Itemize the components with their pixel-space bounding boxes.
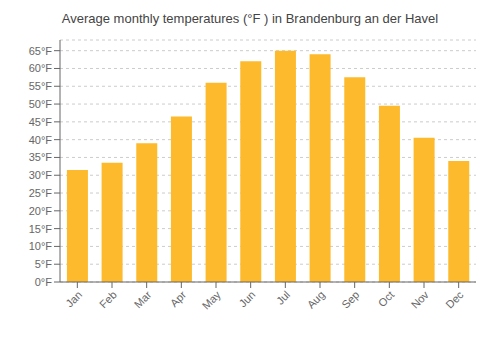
svg-text:60°F: 60°F: [29, 62, 53, 74]
svg-text:May: May: [200, 288, 224, 312]
html-text:Average monthly temperatures (: Average monthly temperatures (°F ) in Br…: [61, 11, 439, 26]
svg-text:Oct: Oct: [376, 288, 397, 309]
svg-text:Dec: Dec: [443, 288, 466, 311]
svg-text:5°F: 5°F: [35, 258, 53, 270]
svg-text:40°F: 40°F: [29, 134, 53, 146]
svg-text:25°F: 25°F: [29, 187, 53, 199]
svg-text:Jun: Jun: [237, 288, 258, 309]
svg-text:35°F: 35°F: [29, 151, 53, 163]
svg-text:15°F: 15°F: [29, 223, 53, 235]
svg-text:55°F: 55°F: [29, 80, 53, 92]
svg-text:20°F: 20°F: [29, 205, 53, 217]
svg-text:30°F: 30°F: [29, 169, 53, 181]
svg-text:10°F: 10°F: [29, 240, 53, 252]
svg-text:Aug: Aug: [305, 288, 327, 310]
svg-text:45°F: 45°F: [29, 116, 53, 128]
svg-text:Nov: Nov: [409, 288, 432, 311]
svg-text:0°F: 0°F: [35, 276, 53, 288]
svg-text:Sep: Sep: [339, 288, 361, 310]
svg-text:Jan: Jan: [63, 288, 84, 309]
svg-text:65°F: 65°F: [29, 45, 53, 57]
svg-text:Apr: Apr: [168, 288, 189, 309]
svg-text:50°F: 50°F: [29, 98, 53, 110]
svg-text:Jul: Jul: [274, 288, 292, 306]
svg-text:Feb: Feb: [97, 288, 119, 310]
svg-text:Mar: Mar: [132, 288, 154, 310]
